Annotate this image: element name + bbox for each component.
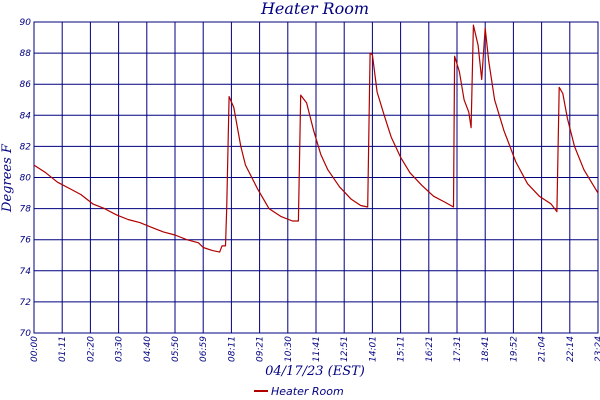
y-tick-label: 74 <box>20 267 32 277</box>
y-axis-ticks: 70 72 74 76 78 80 82 84 86 88 90 <box>20 18 32 339</box>
x-tick-label: 12:51 <box>340 336 350 362</box>
x-tick-label: 16:21 <box>425 336 435 362</box>
y-tick-label: 76 <box>20 236 32 246</box>
x-axis-label: 04/17/23 (EST) <box>265 364 365 379</box>
x-tick-label: 00:00 <box>30 336 40 362</box>
y-tick-label: 84 <box>20 111 32 121</box>
x-tick-label: 04:40 <box>143 336 153 362</box>
y-tick-label: 88 <box>20 49 32 59</box>
y-tick-label: 90 <box>20 18 32 28</box>
legend-label: Heater Room <box>271 384 344 398</box>
grid <box>33 21 599 334</box>
y-tick-label: 86 <box>20 80 32 90</box>
x-tick-label: 19:52 <box>509 336 519 362</box>
x-tick-label: 15:11 <box>397 336 407 362</box>
x-tick-label: 02:20 <box>86 336 96 362</box>
x-tick-label: 09:21 <box>256 336 266 362</box>
y-tick-label: 82 <box>20 142 32 152</box>
x-tick-label: 11:41 <box>312 336 322 362</box>
x-tick-label: 08:11 <box>227 336 237 362</box>
legend-swatch <box>254 390 268 392</box>
x-tick-label: 03:30 <box>115 336 125 362</box>
x-axis-ticks: 00:00 01:11 02:20 03:30 04:40 05:50 06:59 08:11… <box>30 336 600 362</box>
x-tick-label: 17:31 <box>453 336 463 362</box>
legend: Heater Room <box>254 384 344 398</box>
y-tick-label: 78 <box>20 205 32 215</box>
x-tick-label: 23:24 <box>594 336 600 362</box>
x-tick-label: 18:41 <box>481 336 491 362</box>
chart-title: Heater Room <box>260 0 369 18</box>
series-layer <box>33 24 599 253</box>
x-tick-label: 01:11 <box>58 336 68 362</box>
y-tick-label: 80 <box>20 174 32 184</box>
x-tick-label: 14:01 <box>368 336 378 362</box>
x-tick-label: 06:59 <box>199 336 209 362</box>
y-axis-label: Degrees F <box>0 143 15 213</box>
y-tick-label: 70 <box>20 329 32 339</box>
x-tick-label: 21:04 <box>538 336 548 362</box>
x-tick-label: 10:30 <box>284 336 294 362</box>
series-line-heater-room <box>33 24 599 253</box>
x-tick-label: 22:14 <box>566 336 576 362</box>
y-tick-label: 72 <box>20 298 32 308</box>
x-tick-label: 05:50 <box>171 336 181 362</box>
